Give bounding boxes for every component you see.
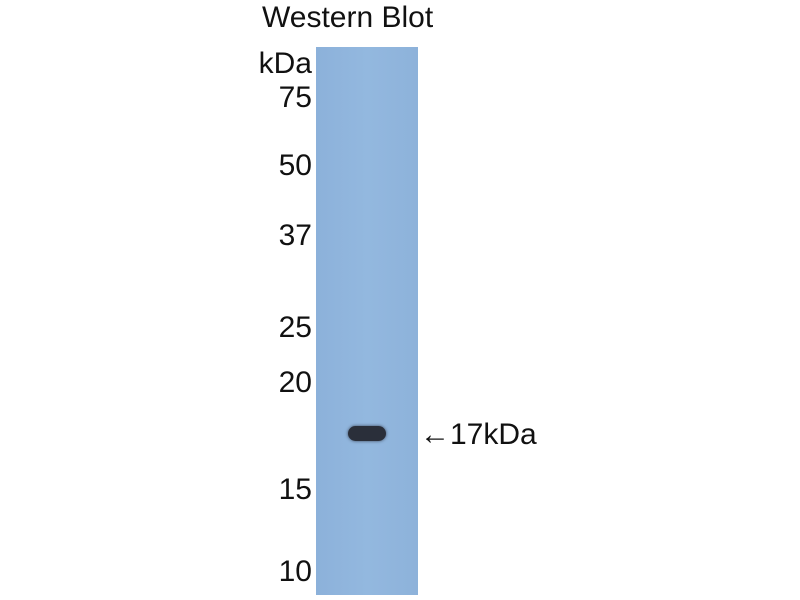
protein-band — [348, 426, 386, 441]
marker-10: 10 — [278, 555, 312, 588]
marker-50: 50 — [278, 149, 312, 182]
marker-75: 75 — [278, 81, 312, 114]
unit-label: kDa — [258, 47, 312, 80]
marker-15: 15 — [278, 473, 312, 506]
band-annotation: ←17kDa — [420, 418, 537, 451]
blot-title: Western Blot — [262, 1, 434, 34]
marker-25: 25 — [278, 311, 312, 344]
marker-37: 37 — [278, 219, 312, 252]
blot-lane — [316, 47, 418, 595]
marker-20: 20 — [278, 366, 312, 399]
